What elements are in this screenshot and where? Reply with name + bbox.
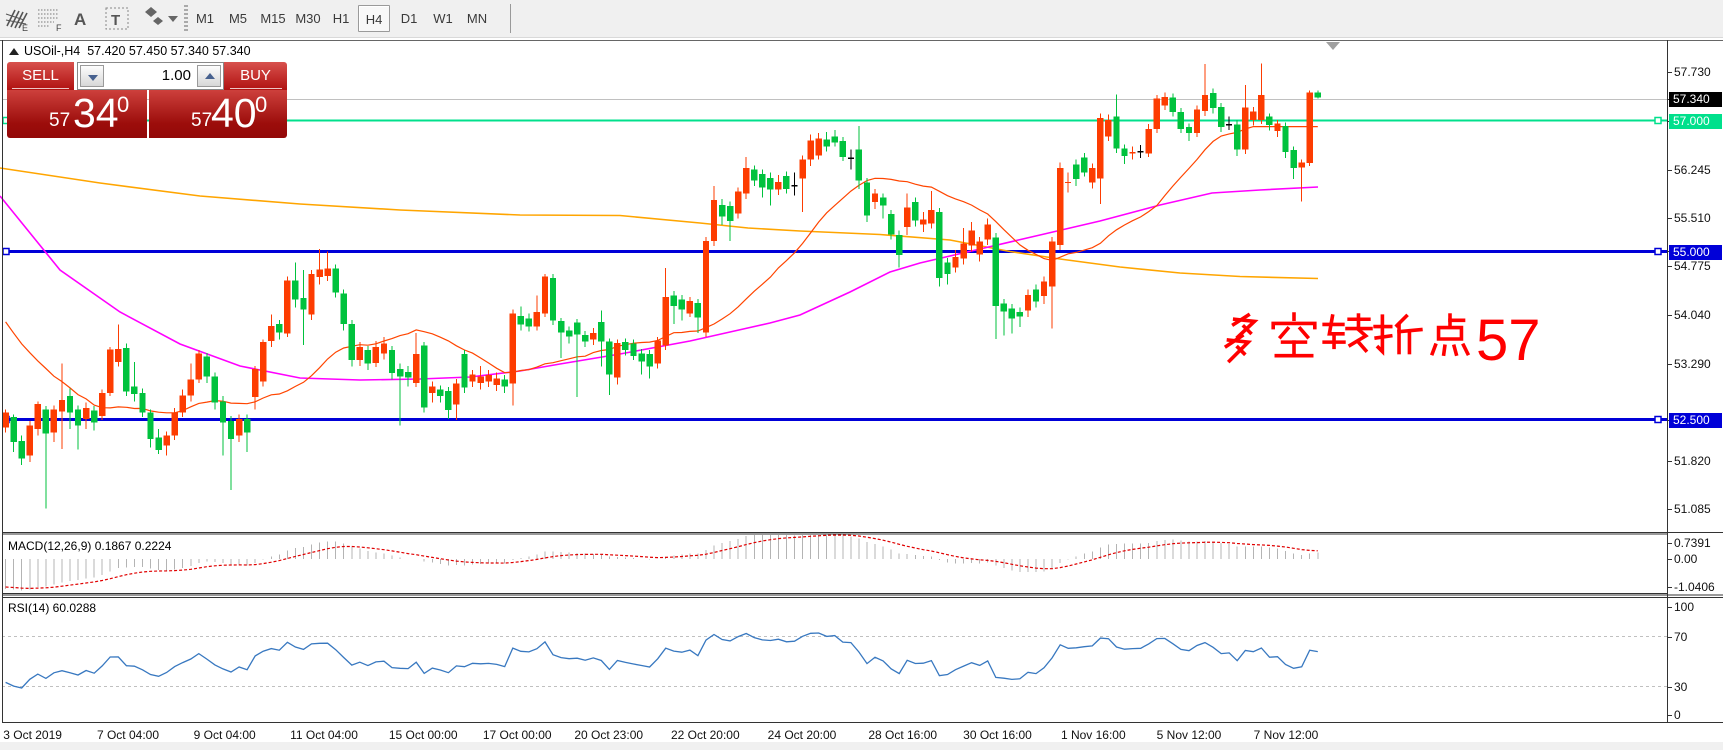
svg-text:E: E [22,23,28,33]
svg-text:T: T [111,12,120,29]
svg-text:F: F [56,23,62,33]
svg-text:A: A [74,10,86,29]
svg-text:57: 57 [1476,308,1541,373]
